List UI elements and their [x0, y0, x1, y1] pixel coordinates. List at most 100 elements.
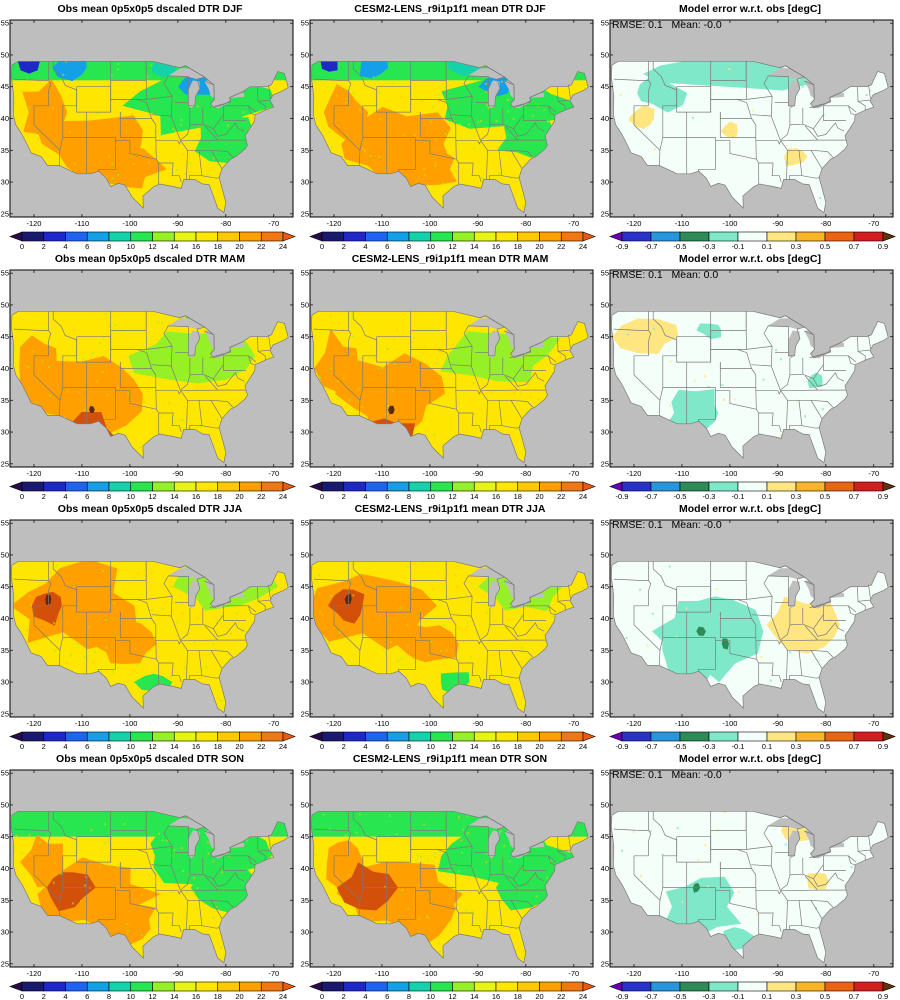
- colorbar-bin: [560, 481, 584, 492]
- colorbar-bin: [650, 481, 681, 492]
- colorbar-bin: [217, 731, 240, 742]
- lat-tick-label: 35: [301, 396, 309, 405]
- colorbar-tick-label: 20: [235, 992, 243, 1000]
- colorbar-tick-label: -0.5: [674, 242, 687, 251]
- colorbar-tick-label: 4: [363, 742, 367, 751]
- colorbar-bin: [173, 981, 197, 992]
- lat-tick-label: 55: [301, 769, 309, 778]
- colorbar-bin: [86, 731, 110, 742]
- colorbar-bin: [86, 231, 110, 242]
- lat-tick-label: 45: [301, 332, 309, 341]
- colorbar-tick-label: 12: [148, 992, 156, 1000]
- colorbar-bin: [517, 481, 540, 492]
- colorbar-bin: [621, 481, 652, 492]
- colorbar-tick-label: 0.9: [878, 242, 888, 251]
- colorbar-tick-label: 4: [363, 242, 367, 251]
- colorbar-tick-label: 22: [257, 992, 265, 1000]
- colorbar-tick-label: 6: [385, 742, 389, 751]
- colorbar-tick-label: -0.5: [674, 492, 687, 501]
- lon-tick-label: -80: [520, 719, 531, 728]
- colorbar-bin: [217, 481, 240, 492]
- lon-tick-label: -90: [772, 969, 783, 978]
- colorbar-tick-label: 18: [514, 242, 522, 251]
- lon-tick-label: -120: [26, 719, 41, 728]
- colorbar-bin: [452, 231, 475, 242]
- lon-tick-label: -110: [675, 219, 689, 228]
- colorbar-tick-label: 8: [407, 992, 411, 1000]
- colorbar-tick-label: 2: [42, 742, 46, 751]
- colorbar-tick-label: 24: [279, 242, 287, 251]
- colorbar-tick-label: 6: [385, 992, 389, 1000]
- colorbar-bin: [708, 231, 739, 242]
- lat-tick-label: 25: [301, 959, 309, 968]
- colorbar-bin: [239, 731, 262, 742]
- error-colorbar: -0.9 -0.7 -0.5 -0.3 -0.1 0.1 0.3 0.5 0.7 0.9: [609, 481, 896, 501]
- lat-tick-label: 45: [301, 82, 309, 91]
- colorbar-tick-label: 2: [342, 492, 346, 501]
- colorbar-bin: [343, 231, 366, 242]
- colorbar-tick-label: 10: [127, 992, 135, 1000]
- lat-tick-label: 55: [1, 269, 9, 278]
- colorbar-bin: [766, 981, 797, 992]
- country-outline: [311, 60, 589, 214]
- colorbar-bin: [708, 731, 739, 742]
- colorbar-upper-arrow: [582, 731, 596, 742]
- colorbar-lower-arrow: [309, 731, 323, 742]
- colorbar-tick-label: 12: [148, 492, 156, 501]
- colorbar-tick-label: 16: [492, 492, 500, 501]
- colorbar-bin: [452, 481, 475, 492]
- colorbar-bin: [621, 231, 652, 242]
- lat-tick-label: 40: [601, 614, 609, 623]
- lon-tick-label: -110: [675, 719, 689, 728]
- colorbar-lower-arrow: [9, 231, 23, 242]
- colorbar-tick-label: 10: [127, 492, 135, 501]
- colorbar-tick-label: 22: [557, 742, 565, 751]
- lat-tick-label: 50: [601, 800, 609, 809]
- dtr-colorbar: 0 2 4 6 8 10 12 14 16 18 20 22 24: [309, 981, 596, 1000]
- lat-tick-label: 40: [601, 364, 609, 373]
- map-panel-error-jja: Model error w.r.t. obs [degC] -120 -110 -10…: [600, 500, 900, 751]
- lat-tick-label: 45: [1, 332, 9, 341]
- lon-tick-label: -120: [626, 469, 641, 478]
- colorbar-bin: [195, 231, 219, 242]
- lat-tick-label: 30: [601, 428, 609, 437]
- colorbar-tick-label: -0.9: [616, 742, 629, 751]
- colorbar-tick-label: 0.5: [820, 992, 830, 1000]
- lat-tick-label: 40: [301, 864, 309, 873]
- state-boundaries: [313, 561, 571, 684]
- panel-title: CESM2-LENS_r9i1p1f1 mean DTR JJA: [354, 503, 546, 515]
- colorbar-tick-label: 14: [470, 742, 478, 751]
- colorbar-bin: [517, 731, 540, 742]
- colorbar-bin: [43, 981, 66, 992]
- colorbar-tick-label: 10: [427, 492, 435, 501]
- great-lakes: [467, 818, 545, 859]
- colorbar-bin: [824, 731, 855, 742]
- colorbar-bin: [795, 731, 826, 742]
- state-boundaries: [13, 311, 271, 434]
- lon-tick-label: -80: [820, 719, 831, 728]
- panel-title: Model error w.r.t. obs [degC]: [679, 253, 821, 265]
- lat-tick-label: 35: [601, 896, 609, 905]
- lat-tick-label: 30: [601, 928, 609, 937]
- map-plot: -120 -110 -100 -90 -80 -7025303540455055-0.9-…: [601, 769, 896, 1000]
- lon-tick-label: -100: [722, 469, 737, 478]
- panel-title: Model error w.r.t. obs [degC]: [679, 3, 821, 15]
- colorbar-bin: [86, 481, 110, 492]
- colorbar-bin: [650, 981, 681, 992]
- panel-title: Obs mean 0p5x0p5 dscaled DTR DJF: [57, 3, 243, 15]
- lat-tick-label: 35: [1, 396, 9, 405]
- axes: -120 -110 -100 -90 -80 -70 25 30 35 40 45 50 55: [301, 519, 593, 728]
- lon-tick-label: -90: [172, 969, 183, 978]
- colorbar-tick-label: 18: [214, 992, 222, 1000]
- country-outline: [311, 810, 589, 964]
- lat-tick-label: 55: [1, 519, 9, 528]
- dtr-colorbar: 0 2 4 6 8 10 12 14 16 18 20 22 24: [9, 481, 296, 501]
- panel-title: CESM2-LENS_r9i1p1f1 mean DTR MAM: [351, 253, 549, 265]
- lat-tick-label: 55: [601, 519, 609, 528]
- dtr-colorbar: 0 2 4 6 8 10 12 14 16 18 20 22 24: [309, 481, 596, 501]
- colorbar-bin: [679, 231, 710, 242]
- colorbar-bin: [260, 981, 284, 992]
- colorbar-bin: [824, 481, 855, 492]
- lon-tick-label: -110: [75, 469, 89, 478]
